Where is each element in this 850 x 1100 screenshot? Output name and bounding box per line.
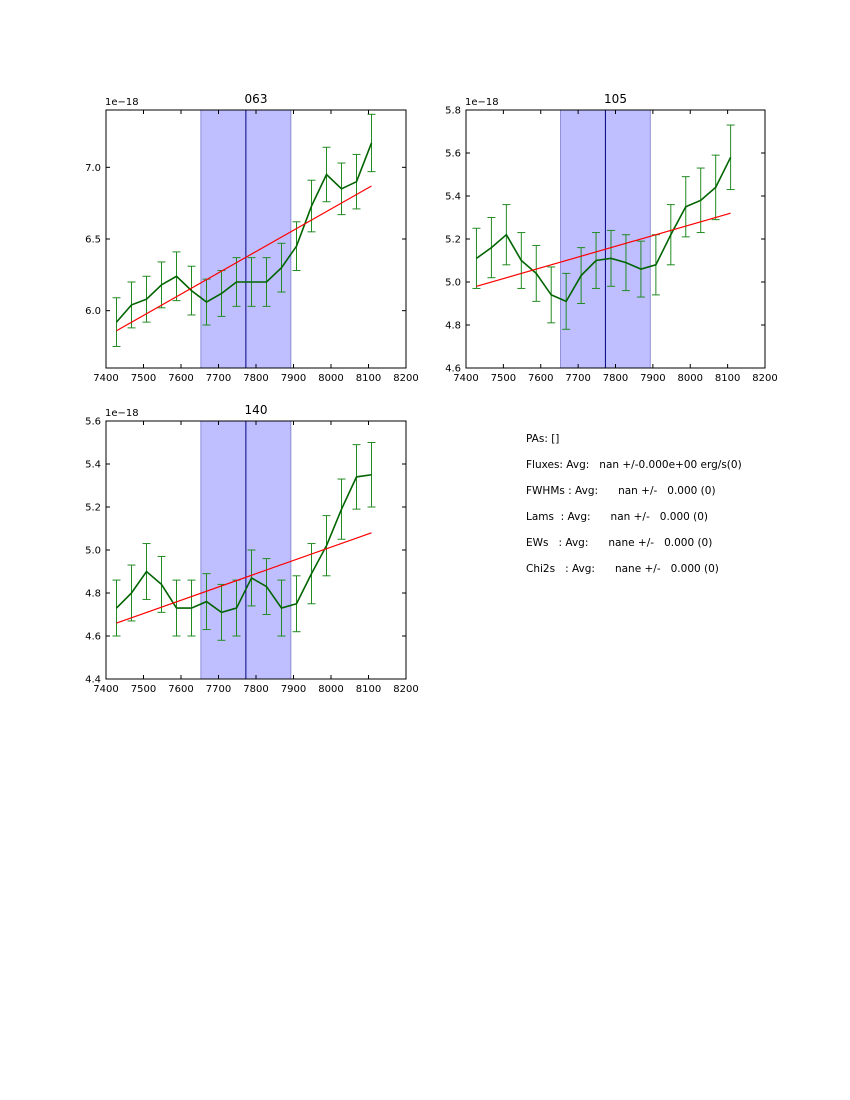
y-tick-label: 4.8 bbox=[85, 589, 101, 600]
y-offset-label: 1e−18 bbox=[465, 97, 499, 108]
x-tick-label: 7700 bbox=[206, 373, 231, 384]
x-tick-label: 8200 bbox=[393, 684, 418, 695]
data-series-line bbox=[115, 142, 373, 323]
fit-line bbox=[116, 532, 372, 624]
x-tick-label: 8000 bbox=[318, 684, 343, 695]
y-tick-label: 6.5 bbox=[85, 235, 101, 246]
x-tick-label: 7700 bbox=[206, 684, 231, 695]
x-tick-label: 8200 bbox=[393, 373, 418, 384]
x-tick-label: 7900 bbox=[640, 373, 665, 384]
x-tick-label: 7500 bbox=[491, 373, 516, 384]
x-tick-label: 7600 bbox=[168, 684, 193, 695]
x-tick-label: 8000 bbox=[678, 373, 703, 384]
x-tick-label: 7600 bbox=[168, 373, 193, 384]
x-tick-label: 7400 bbox=[93, 684, 118, 695]
y-tick-label: 7.0 bbox=[85, 163, 101, 174]
y-tick-label: 5.0 bbox=[85, 546, 101, 557]
y-tick-label: 4.6 bbox=[445, 364, 461, 375]
chart-panel-105: 7400 7500 7600 7700 7800 7900 8000 8100 8200 4.6 4… bbox=[445, 92, 778, 384]
x-tick-label: 7500 bbox=[131, 373, 156, 384]
x-tick-label: 8200 bbox=[752, 373, 777, 384]
x-tick-label: 8000 bbox=[318, 373, 343, 384]
x-tick-label: 7400 bbox=[93, 373, 118, 384]
x-tick-label: 7900 bbox=[281, 684, 306, 695]
y-tick-label: 5.2 bbox=[445, 235, 461, 246]
x-tick-label: 8100 bbox=[356, 373, 381, 384]
chart-panel-140: 7400 7500 7600 7700 7800 7900 8000 8100 8200 4.4 4… bbox=[85, 403, 419, 695]
chart-title: 140 bbox=[245, 403, 268, 417]
x-tick-label: 7800 bbox=[243, 684, 268, 695]
y-tick-label: 5.6 bbox=[445, 149, 461, 160]
y-tick-label: 6.0 bbox=[85, 306, 101, 317]
fit-line bbox=[476, 212, 731, 287]
chart-title: 063 bbox=[245, 92, 268, 106]
chart-title: 105 bbox=[604, 92, 627, 106]
y-offset-label: 1e−18 bbox=[105, 97, 139, 108]
y-tick-label: 5.2 bbox=[85, 503, 101, 514]
data-series-line bbox=[115, 473, 372, 614]
stat-lams: Lams : Avg: nan +/- 0.000 (0) bbox=[526, 511, 709, 523]
stat-pas: PAs: [] bbox=[526, 433, 560, 445]
y-tick-label: 5.0 bbox=[445, 278, 461, 289]
stat-fwhms: FWHMs : Avg: nan +/- 0.000 (0) bbox=[526, 485, 716, 497]
x-tick-label: 7800 bbox=[603, 373, 628, 384]
x-tick-label: 7600 bbox=[528, 373, 553, 384]
stat-fluxes: Fluxes: Avg: nan +/-0.000e+00 erg/s(0) bbox=[526, 459, 742, 471]
data-series-line bbox=[475, 156, 732, 303]
chart-panel-063: 7400 7500 7600 7700 7800 7900 8000 8100 8200 6.0 6… bbox=[85, 92, 419, 384]
y-tick-label: 5.6 bbox=[85, 417, 101, 428]
y-tick-label: 5.4 bbox=[445, 192, 461, 203]
y-tick-label: 4.8 bbox=[445, 321, 461, 332]
y-tick-label: 5.8 bbox=[445, 106, 461, 117]
x-tick-label: 7900 bbox=[281, 373, 306, 384]
x-tick-label: 7400 bbox=[453, 373, 478, 384]
fit-line bbox=[116, 185, 372, 332]
x-tick-label: 7700 bbox=[565, 373, 590, 384]
y-offset-label: 1e−18 bbox=[105, 408, 139, 419]
x-tick-label: 7500 bbox=[131, 684, 156, 695]
y-tick-label: 5.4 bbox=[85, 460, 101, 471]
stat-chi2s: Chi2s : Avg: nane +/- 0.000 (0) bbox=[526, 563, 719, 575]
stat-ews: EWs : Avg: nane +/- 0.000 (0) bbox=[526, 537, 713, 549]
x-tick-label: 8100 bbox=[715, 373, 740, 384]
y-tick-label: 4.4 bbox=[85, 675, 101, 686]
x-tick-label: 7800 bbox=[243, 373, 268, 384]
y-tick-label: 4.6 bbox=[85, 632, 101, 643]
x-tick-label: 8100 bbox=[356, 684, 381, 695]
